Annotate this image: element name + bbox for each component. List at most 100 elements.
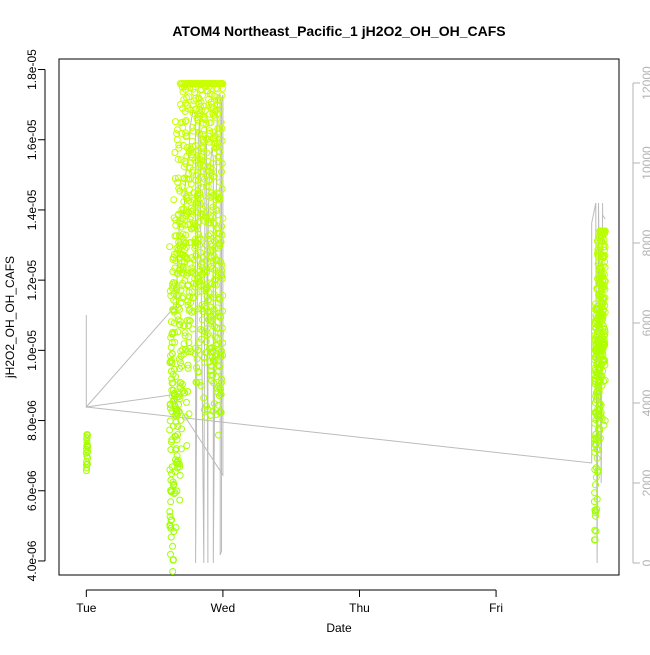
data-point bbox=[169, 379, 177, 387]
data-point bbox=[205, 232, 212, 239]
data-point bbox=[168, 357, 175, 365]
x-tick-label: Fri bbox=[489, 601, 503, 615]
data-point bbox=[210, 290, 218, 298]
data-point bbox=[168, 470, 176, 478]
data-point bbox=[593, 495, 601, 503]
data-point bbox=[601, 358, 609, 365]
data-point bbox=[171, 118, 179, 126]
data-point bbox=[166, 243, 174, 251]
right-tick-label: 12000 bbox=[640, 66, 650, 100]
data-point bbox=[219, 292, 227, 299]
data-point bbox=[171, 329, 179, 336]
data-point bbox=[169, 542, 177, 550]
data-point bbox=[182, 160, 190, 168]
data-point bbox=[180, 350, 188, 358]
data-point bbox=[207, 317, 215, 325]
data-point bbox=[170, 196, 178, 204]
data-point bbox=[167, 498, 175, 506]
data-point bbox=[193, 172, 201, 179]
altitude-line-layer bbox=[85, 94, 606, 564]
data-point bbox=[178, 425, 186, 433]
data-point bbox=[215, 143, 223, 151]
data-point bbox=[168, 375, 176, 383]
data-point bbox=[187, 269, 195, 277]
data-point bbox=[219, 307, 227, 315]
data-point bbox=[211, 113, 219, 121]
data-point bbox=[167, 533, 175, 541]
data-point bbox=[594, 426, 602, 433]
data-point bbox=[217, 391, 225, 399]
data-point bbox=[171, 365, 178, 373]
data-point bbox=[171, 279, 179, 287]
data-point bbox=[196, 113, 204, 120]
data-point bbox=[184, 388, 192, 395]
data-point bbox=[206, 219, 214, 227]
data-point bbox=[191, 142, 199, 149]
data-point bbox=[212, 132, 219, 140]
data-point bbox=[185, 93, 193, 101]
data-point bbox=[216, 194, 224, 202]
data-point bbox=[198, 106, 206, 114]
data-point bbox=[592, 481, 599, 489]
data-point bbox=[213, 207, 221, 215]
data-point bbox=[199, 91, 206, 99]
data-point bbox=[592, 527, 600, 535]
y-tick-label: 1.8e-05 bbox=[25, 49, 39, 90]
data-point bbox=[213, 304, 221, 312]
y-tick-label: 4.0e-06 bbox=[25, 540, 39, 581]
data-point bbox=[202, 213, 210, 221]
data-point bbox=[210, 400, 218, 408]
data-point bbox=[216, 241, 224, 249]
data-point bbox=[200, 406, 208, 414]
data-point bbox=[168, 350, 176, 358]
data-point bbox=[176, 496, 184, 504]
right-tick-label: 2000 bbox=[640, 469, 650, 496]
data-point bbox=[193, 355, 201, 363]
data-point bbox=[593, 396, 601, 404]
data-point bbox=[593, 433, 601, 441]
data-points-layer bbox=[82, 80, 609, 575]
data-point bbox=[219, 214, 227, 222]
data-point bbox=[206, 110, 213, 118]
data-point bbox=[216, 105, 224, 113]
data-point bbox=[213, 335, 221, 343]
data-point bbox=[183, 255, 191, 263]
data-point bbox=[181, 332, 189, 340]
data-point bbox=[213, 106, 221, 114]
data-point bbox=[211, 356, 219, 364]
data-point bbox=[599, 315, 607, 323]
data-point bbox=[196, 378, 203, 386]
data-point bbox=[210, 111, 218, 119]
data-point bbox=[172, 373, 180, 381]
data-point bbox=[176, 471, 184, 479]
data-point bbox=[183, 132, 191, 140]
data-point bbox=[173, 487, 181, 495]
data-point bbox=[210, 92, 218, 100]
chart-title: ATOM4 Northeast_Pacific_1 jH2O2_OH_OH_CA… bbox=[172, 23, 505, 39]
data-point bbox=[215, 431, 222, 439]
data-point bbox=[171, 149, 179, 156]
data-point bbox=[601, 227, 609, 235]
data-point bbox=[194, 305, 202, 313]
data-point bbox=[217, 379, 225, 387]
data-point bbox=[595, 425, 603, 432]
data-point bbox=[209, 173, 217, 181]
data-point bbox=[191, 256, 199, 263]
data-point bbox=[218, 231, 226, 239]
data-point bbox=[175, 408, 183, 415]
data-point bbox=[591, 419, 599, 427]
data-point bbox=[181, 118, 189, 126]
data-point bbox=[187, 180, 195, 188]
data-point bbox=[188, 268, 196, 275]
data-point bbox=[177, 445, 185, 453]
data-point bbox=[597, 401, 605, 409]
right-tick-label: 8000 bbox=[640, 229, 650, 256]
data-point bbox=[168, 463, 176, 471]
data-point bbox=[166, 426, 174, 434]
data-point bbox=[177, 299, 185, 307]
data-point bbox=[174, 328, 182, 336]
data-point bbox=[202, 120, 210, 128]
data-point bbox=[170, 556, 177, 564]
data-point bbox=[190, 294, 198, 301]
data-point bbox=[197, 103, 204, 110]
